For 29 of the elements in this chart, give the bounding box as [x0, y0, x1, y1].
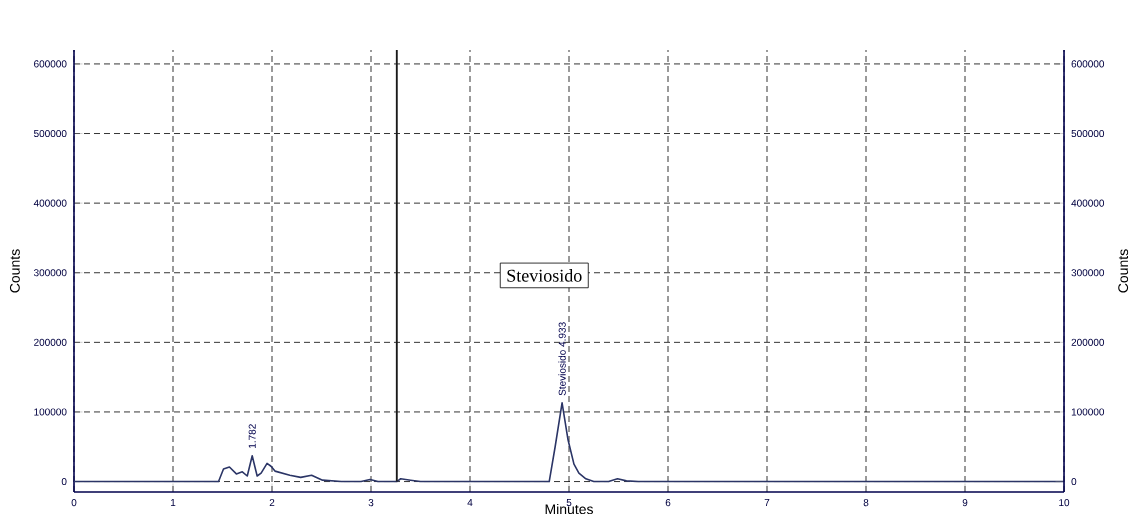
y2-tick-label: 200000 [1071, 338, 1105, 346]
x-tick-label: 0 [71, 499, 77, 507]
x-tick-label: 8 [863, 499, 869, 507]
x-tick-label: 7 [764, 499, 770, 506]
y2-axis-title: Counts [1118, 249, 1129, 293]
y-tick-label: 600000 [34, 60, 67, 68]
x-tick-label: 4 [467, 499, 473, 506]
annotation: Steviosido 4.933 [558, 322, 566, 396]
annotation: Steviosido [507, 269, 582, 282]
y2-tick-label: 300000 [1071, 269, 1105, 277]
x-tick-label: 3 [368, 499, 374, 507]
x-tick-label: 9 [962, 499, 968, 507]
y-tick-label: 500000 [33, 129, 67, 138]
y-tick-label: 0 [61, 478, 67, 486]
y-tick-label: 400000 [33, 199, 67, 207]
y-tick-label: 200000 [34, 338, 67, 346]
y-tick-label: 100000 [34, 408, 67, 416]
y2-tick-label: 0 [1071, 478, 1077, 486]
x-tick-label: 10 [1059, 499, 1070, 507]
y2-tick-label: 600000 [1071, 60, 1105, 68]
y2-tick-label: 100000 [1071, 408, 1105, 416]
x-tick-label: 6 [665, 499, 671, 507]
y-tick-label: 300000 [33, 269, 67, 277]
y-axis-title: Counts [9, 249, 20, 293]
x-tick-label: 2 [269, 499, 275, 507]
y2-tick-label: 500000 [1071, 129, 1105, 138]
x-tick-label: 1 [170, 499, 176, 506]
y2-tick-label: 400000 [1071, 199, 1105, 207]
annotation: 1.782 [248, 424, 256, 448]
